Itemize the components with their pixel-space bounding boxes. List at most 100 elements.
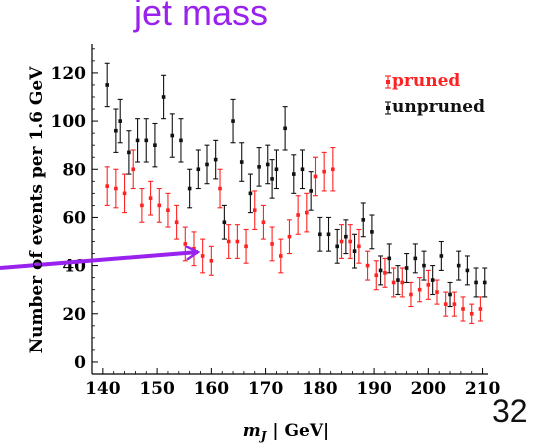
x-axis-title-subscript: J: [259, 429, 268, 443]
data-point-unpruned: [230, 98, 236, 144]
data-point-unpruned: [187, 168, 193, 209]
marker: [474, 280, 478, 285]
marker: [270, 242, 274, 246]
y-axis-title: Number of events per 1.6 GeV: [27, 66, 47, 354]
data-point-unpruned: [482, 267, 488, 298]
data-point-unpruned: [104, 62, 110, 108]
marker: [187, 186, 192, 191]
data-point-pruned: [252, 190, 258, 231]
data-point-pruned: [243, 228, 249, 264]
data-point-unpruned: [178, 118, 184, 163]
marker: [452, 302, 457, 306]
data-point-unpruned: [135, 118, 141, 163]
marker: [135, 138, 140, 143]
marker: [179, 138, 183, 143]
data-point-unpruned: [265, 144, 271, 185]
marker: [413, 256, 418, 261]
marker: [309, 189, 313, 193]
marker: [391, 280, 396, 285]
marker: [235, 239, 240, 244]
marker: [278, 254, 283, 258]
y-tick-label: 60: [62, 208, 86, 228]
data-point-unpruned: [473, 267, 479, 298]
x-axis-title-symbol: m: [243, 421, 261, 441]
marker: [313, 174, 318, 179]
data-point-pruned: [373, 260, 379, 291]
legend-swatch-marker: [386, 80, 390, 84]
legend-label-unpruned: unpruned: [392, 97, 485, 117]
marker: [326, 232, 331, 237]
data-point-pruned: [278, 238, 284, 274]
page-number: 32: [492, 393, 528, 429]
data-point-pruned: [304, 192, 310, 233]
marker: [118, 119, 123, 123]
data-point-pruned: [382, 257, 388, 288]
data-point-pruned: [113, 168, 119, 209]
data-point-unpruned: [317, 216, 323, 252]
marker: [209, 258, 214, 263]
data-point-pruned: [477, 296, 483, 322]
data-point-unpruned: [282, 106, 288, 151]
marker: [239, 160, 244, 164]
marker: [265, 162, 270, 167]
marker: [153, 143, 157, 147]
data-point-unpruned: [326, 216, 332, 252]
marker: [222, 220, 227, 225]
marker: [478, 307, 483, 311]
marker: [122, 191, 127, 196]
marker: [296, 213, 300, 217]
data-point-pruned: [165, 192, 171, 228]
data-point-unpruned: [213, 139, 219, 180]
legend: pruned unpruned: [385, 71, 485, 117]
marker: [244, 244, 248, 249]
data-point-unpruned: [273, 149, 279, 190]
marker: [140, 203, 144, 208]
marker: [443, 302, 448, 306]
data-point-unpruned: [169, 113, 175, 158]
marker: [396, 278, 400, 282]
data-point-unpruned: [204, 144, 210, 185]
marker: [404, 266, 409, 270]
data-point-unpruned: [421, 250, 427, 281]
marker: [435, 290, 439, 294]
x-tick-label: 180: [302, 379, 338, 399]
marker: [105, 83, 109, 87]
series-unpruned: [104, 62, 488, 308]
marker: [348, 239, 353, 244]
marker: [426, 283, 431, 287]
data-point-pruned: [469, 303, 475, 324]
data-point-pruned: [122, 173, 128, 214]
data-point-unpruned: [143, 118, 149, 163]
marker: [252, 208, 257, 213]
data-point-pruned: [200, 238, 206, 274]
data-point-unpruned: [239, 142, 245, 182]
data-point-unpruned: [269, 159, 275, 199]
marker: [174, 220, 179, 225]
marker: [127, 150, 131, 155]
marker: [148, 196, 153, 200]
data-point-pruned: [460, 296, 466, 322]
marker: [456, 263, 461, 268]
marker: [430, 278, 435, 282]
marker: [226, 239, 231, 244]
data-point-unpruned: [386, 243, 392, 274]
x-tick-label: 150: [139, 379, 175, 399]
marker: [248, 191, 253, 196]
data-point-pruned: [425, 269, 431, 300]
x-tick-label: 140: [85, 379, 121, 399]
data-point-unpruned: [456, 250, 462, 281]
marker: [105, 184, 109, 188]
marker: [183, 242, 188, 246]
x-tick-label: 160: [194, 379, 230, 399]
marker: [365, 263, 370, 268]
marker: [417, 287, 422, 292]
legend-swatch-marker: [386, 106, 390, 110]
marker: [409, 292, 413, 297]
data-point-pruned: [104, 166, 110, 206]
data-point-unpruned: [117, 98, 123, 144]
data-point-unpruned: [404, 253, 410, 284]
marker: [448, 292, 452, 297]
marker: [270, 177, 274, 181]
